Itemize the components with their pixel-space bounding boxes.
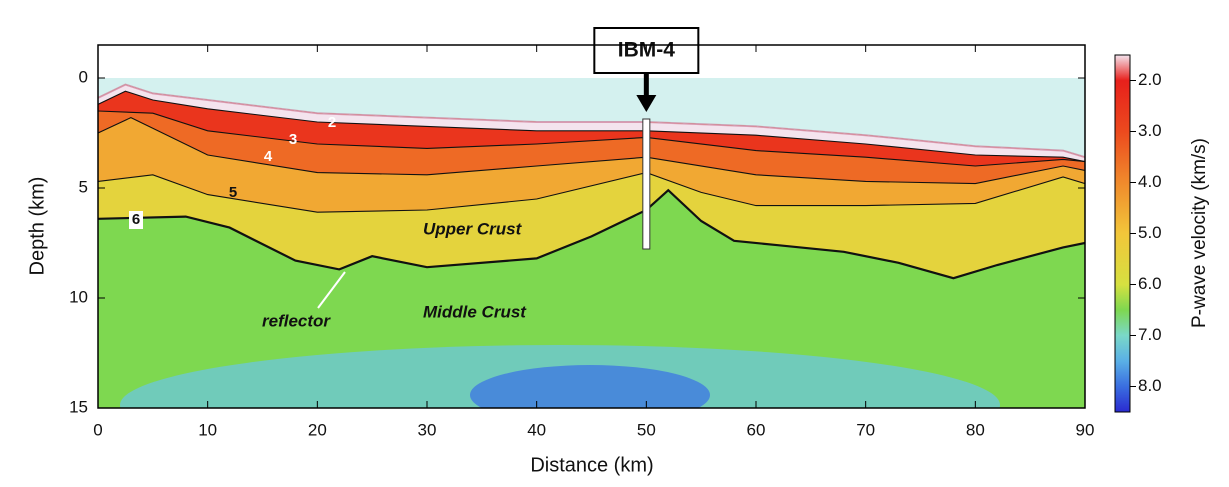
colorbar-tick-label: 6.0 [1138, 274, 1162, 293]
x-tick-label: 90 [1076, 420, 1095, 439]
annotation: reflector [262, 311, 331, 330]
annotation-pointer [317, 271, 346, 309]
x-tick-label: 80 [966, 420, 985, 439]
colorbar-tick-label: 2.0 [1138, 70, 1162, 89]
x-tick-label: 10 [198, 420, 217, 439]
colorbar-tick-label: 8.0 [1138, 376, 1162, 395]
y-tick-label: 10 [69, 287, 88, 306]
seafloor-line [98, 83, 1085, 159]
borehole-arrowhead [636, 95, 657, 112]
contour-label: 4 [264, 148, 273, 165]
contour-line [98, 110, 1085, 167]
contour-label-bg [129, 211, 143, 229]
x-tick-label: 20 [308, 420, 327, 439]
y-axis-label: Depth (km) [26, 177, 48, 276]
y-tick-label: 0 [79, 67, 88, 86]
contour-line [98, 90, 1085, 163]
x-tick-label: 50 [637, 420, 656, 439]
section [98, 78, 1085, 408]
x-tick-label: 0 [93, 420, 102, 439]
contour-label: 3 [289, 131, 297, 148]
colorbar-label: P-wave velocity (km/s) [1189, 138, 1210, 328]
colorbar-tick-label: 4.0 [1138, 172, 1162, 191]
colorbar-tick-label: 5.0 [1138, 223, 1162, 242]
colorbar [1114, 54, 1131, 413]
plot-frame [97, 44, 1086, 409]
annotation: Upper Crust [423, 219, 523, 238]
x-tick-label: 30 [418, 420, 437, 439]
contour-label: 6 [132, 211, 140, 228]
borehole [642, 118, 651, 250]
x-tick-label: 60 [747, 420, 766, 439]
y-tick-label: 15 [69, 397, 88, 416]
colorbar-tick-label: 3.0 [1138, 121, 1162, 140]
contour-line [98, 116, 1085, 185]
velocity-band [98, 84, 1085, 162]
x-axis-label: Distance (km) [530, 454, 653, 476]
x-tick-label: 70 [856, 420, 875, 439]
y-tick-label: 5 [79, 177, 88, 196]
colorbar-tick-label: 7.0 [1138, 325, 1162, 344]
contour-line [98, 188, 1085, 280]
contour-label: 2 [328, 114, 336, 131]
annotation: Middle Crust [423, 302, 527, 321]
x-tick-label: 40 [527, 420, 546, 439]
deep-shade [470, 365, 710, 408]
contour-label: 5 [229, 184, 237, 201]
